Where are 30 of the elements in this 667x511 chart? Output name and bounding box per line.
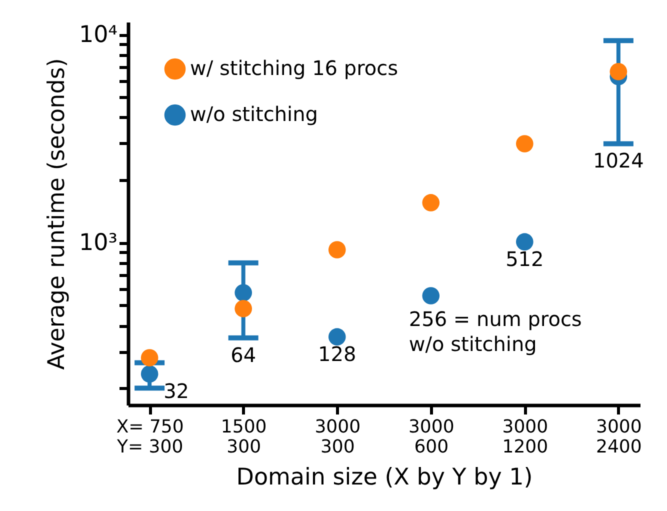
x-tick-label: 3000 300 xyxy=(314,416,361,458)
x-axis-title: Domain size (X by Y by 1) xyxy=(236,464,533,490)
x-tick-label: 3000 600 xyxy=(408,416,454,458)
x-tick-label: 3000 2400 xyxy=(596,416,642,458)
x-tick-label: X= 750 Y= 300 xyxy=(116,416,184,458)
y-tick-label: 10⁴ xyxy=(79,22,118,48)
x-tick-label: 1500 300 xyxy=(220,416,267,458)
legend-label: w/o stitching xyxy=(190,102,318,126)
point xyxy=(234,300,252,318)
annotation: 128 xyxy=(318,342,356,366)
point xyxy=(234,284,252,302)
point xyxy=(328,241,346,258)
point xyxy=(610,62,628,80)
annotation: 32 xyxy=(164,379,190,404)
annotation: 64 xyxy=(230,342,256,367)
annotation: 512 xyxy=(506,246,544,271)
annotation: 1024 xyxy=(592,148,644,173)
point xyxy=(516,233,534,250)
point xyxy=(516,135,534,152)
annotation: 256 = num procs xyxy=(408,306,582,331)
x-tick-label: 3000 1200 xyxy=(502,416,548,458)
legend-label: w/ stitching 16 procs xyxy=(190,56,398,80)
point xyxy=(140,365,158,383)
y-tick-label: 10³ xyxy=(79,230,118,256)
point xyxy=(328,328,346,346)
y-axis-title: Average runtime (seconds) xyxy=(44,58,70,370)
point xyxy=(140,349,158,366)
point xyxy=(422,194,440,212)
annotation: w/o stitching xyxy=(408,332,537,356)
point xyxy=(422,287,440,304)
